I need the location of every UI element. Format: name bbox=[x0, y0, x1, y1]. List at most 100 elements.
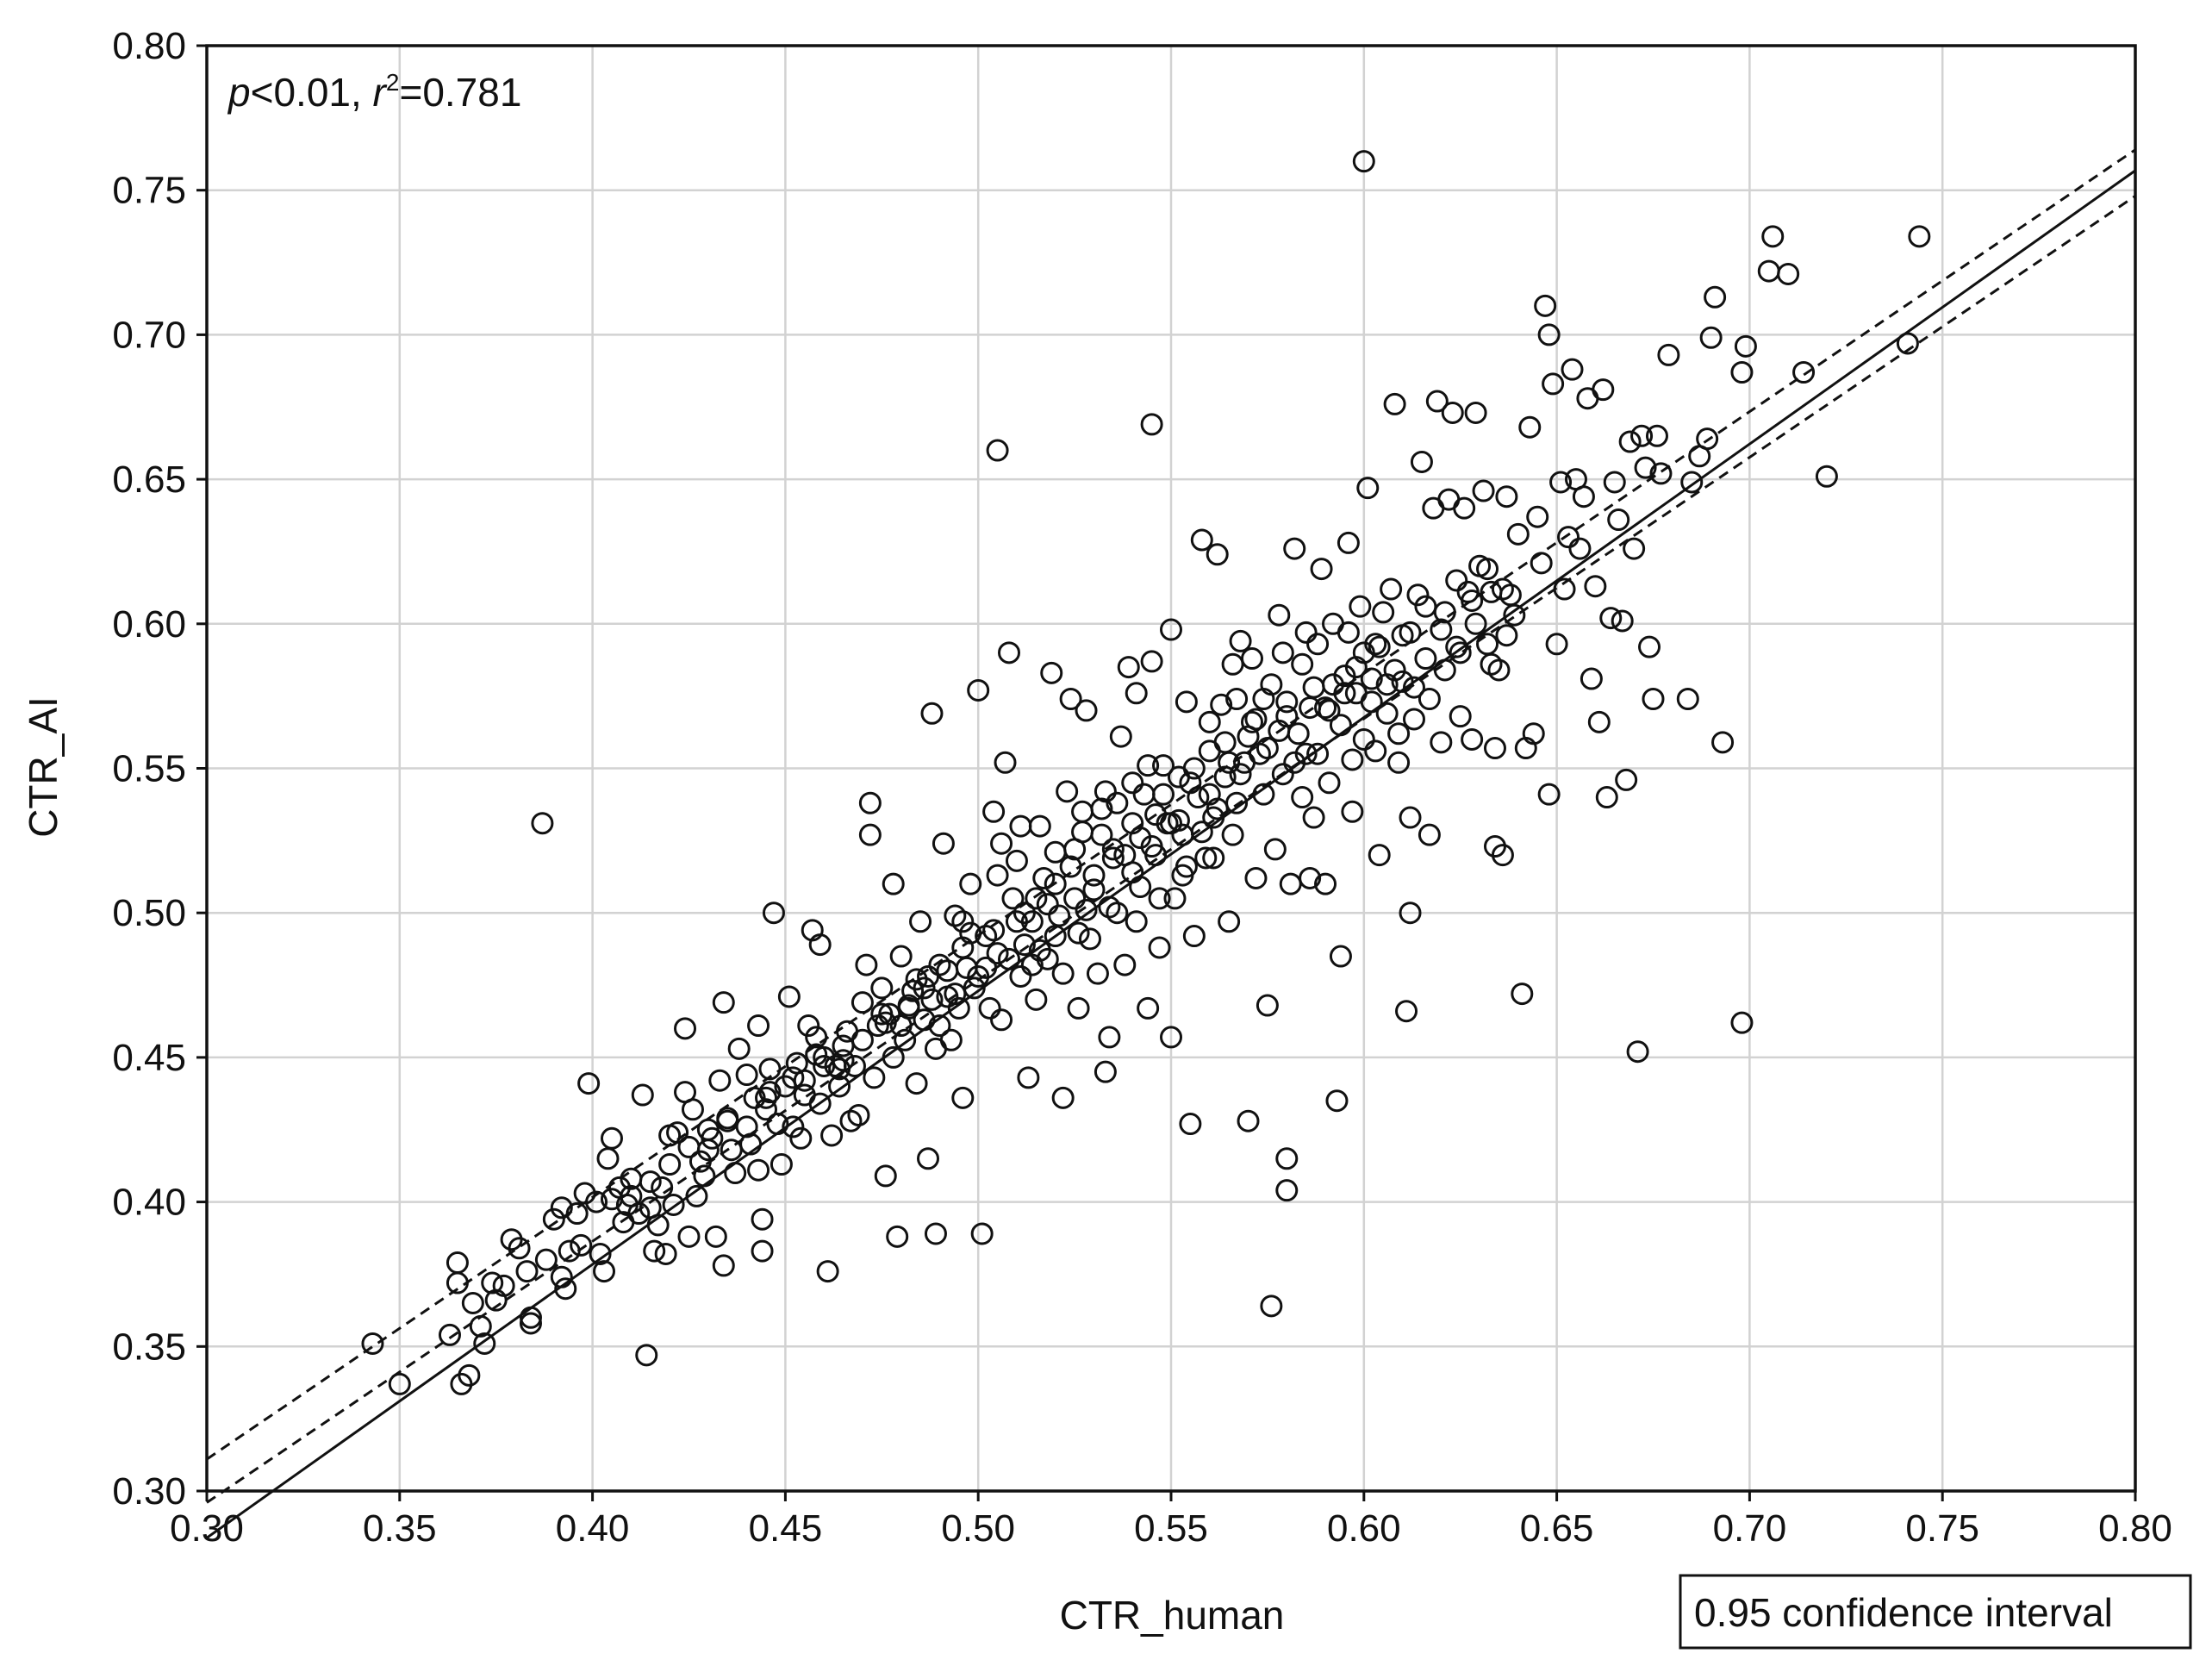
data-point bbox=[519, 1306, 542, 1329]
data-point bbox=[1410, 450, 1433, 473]
data-point bbox=[1383, 392, 1406, 415]
data-point bbox=[1352, 150, 1375, 173]
data-point bbox=[1098, 895, 1121, 919]
data-point bbox=[1341, 748, 1364, 771]
data-point bbox=[1341, 800, 1364, 823]
data-point bbox=[651, 1176, 674, 1199]
data-point bbox=[959, 921, 982, 945]
data-point bbox=[1299, 866, 1322, 889]
data-point bbox=[1129, 826, 1152, 849]
y-tick-label: 0.35 bbox=[112, 1326, 186, 1368]
data-point bbox=[1495, 624, 1518, 647]
data-point bbox=[1483, 737, 1506, 760]
data-point bbox=[1329, 714, 1352, 737]
data-point bbox=[1730, 1011, 1754, 1034]
data-point bbox=[747, 1014, 770, 1038]
y-axis-title: CTR_AI bbox=[21, 696, 65, 838]
data-point bbox=[1414, 647, 1437, 671]
data-point bbox=[1025, 988, 1048, 1011]
data-point bbox=[1645, 424, 1668, 447]
data-point bbox=[986, 864, 1009, 887]
x-tick-label: 0.40 bbox=[556, 1507, 630, 1550]
data-point bbox=[1433, 658, 1456, 682]
data-point bbox=[928, 1014, 951, 1038]
data-point bbox=[1761, 225, 1785, 248]
data-point bbox=[777, 985, 801, 1008]
data-point bbox=[1075, 898, 1098, 921]
data-point bbox=[1179, 771, 1202, 795]
data-point bbox=[1044, 925, 1067, 948]
data-point bbox=[944, 983, 967, 1006]
data-point bbox=[1275, 1179, 1299, 1202]
data-point bbox=[1206, 797, 1229, 820]
data-point bbox=[1283, 537, 1306, 560]
data-point bbox=[1086, 962, 1109, 985]
data-point bbox=[1302, 806, 1325, 829]
data-point bbox=[492, 1274, 515, 1297]
data-point bbox=[708, 1069, 732, 1092]
data-point bbox=[751, 1207, 774, 1231]
data-point bbox=[1387, 751, 1411, 774]
data-point bbox=[1163, 887, 1187, 910]
legend-box bbox=[1679, 1574, 2192, 1650]
data-point bbox=[739, 1132, 763, 1156]
data-point bbox=[1491, 844, 1514, 867]
data-point bbox=[1657, 343, 1680, 366]
data-point bbox=[1237, 1109, 1260, 1132]
data-point bbox=[1190, 820, 1213, 844]
data-point bbox=[1599, 607, 1623, 630]
data-point bbox=[627, 1202, 651, 1226]
data-point bbox=[1495, 485, 1518, 508]
data-point bbox=[1279, 872, 1302, 895]
data-point bbox=[666, 1121, 689, 1145]
y-tick-label: 0.30 bbox=[112, 1470, 186, 1513]
data-point bbox=[662, 1193, 685, 1216]
y-tick-label: 0.45 bbox=[112, 1037, 186, 1079]
data-point bbox=[1009, 964, 1032, 988]
data-point bbox=[1059, 855, 1082, 878]
ci-lower-line bbox=[206, 195, 2136, 1504]
data-point bbox=[855, 953, 878, 976]
data-point bbox=[1321, 673, 1344, 696]
data-point bbox=[1618, 430, 1642, 453]
data-point bbox=[1337, 621, 1360, 644]
data-point bbox=[1696, 427, 1719, 451]
y-tick-label: 0.50 bbox=[112, 892, 186, 934]
data-point bbox=[874, 1164, 897, 1188]
data-point bbox=[1106, 791, 1129, 814]
data-point bbox=[998, 641, 1021, 664]
data-point bbox=[1491, 577, 1514, 601]
data-point bbox=[1344, 682, 1368, 705]
data-point bbox=[1908, 225, 1931, 248]
data-point bbox=[1113, 844, 1137, 867]
data-point bbox=[863, 1066, 886, 1089]
data-point bbox=[1017, 1066, 1040, 1089]
data-point bbox=[905, 1072, 928, 1095]
data-point bbox=[1252, 783, 1275, 806]
data-point bbox=[1418, 823, 1441, 846]
data-point bbox=[1545, 633, 1568, 656]
data-point bbox=[508, 1237, 531, 1260]
data-point bbox=[986, 439, 1009, 462]
data-point bbox=[712, 1254, 735, 1277]
data-point bbox=[936, 959, 959, 983]
y-tick-label: 0.60 bbox=[112, 603, 186, 646]
data-point bbox=[446, 1271, 469, 1295]
data-point bbox=[1568, 537, 1592, 560]
data-point bbox=[782, 1066, 805, 1089]
data-point bbox=[743, 1086, 766, 1109]
data-point bbox=[1302, 676, 1325, 699]
data-point bbox=[1314, 872, 1337, 895]
data-point bbox=[635, 1344, 658, 1367]
data-point bbox=[1218, 751, 1241, 774]
data-point bbox=[959, 872, 982, 895]
data-point bbox=[696, 1118, 720, 1141]
data-point bbox=[689, 1150, 712, 1173]
data-point bbox=[1896, 332, 1919, 355]
data-point bbox=[1414, 595, 1437, 618]
data-point bbox=[542, 1207, 565, 1231]
data-point bbox=[1194, 846, 1218, 870]
data-point bbox=[1013, 902, 1036, 925]
y-tick-label: 0.80 bbox=[112, 25, 186, 67]
data-point bbox=[1210, 693, 1233, 716]
